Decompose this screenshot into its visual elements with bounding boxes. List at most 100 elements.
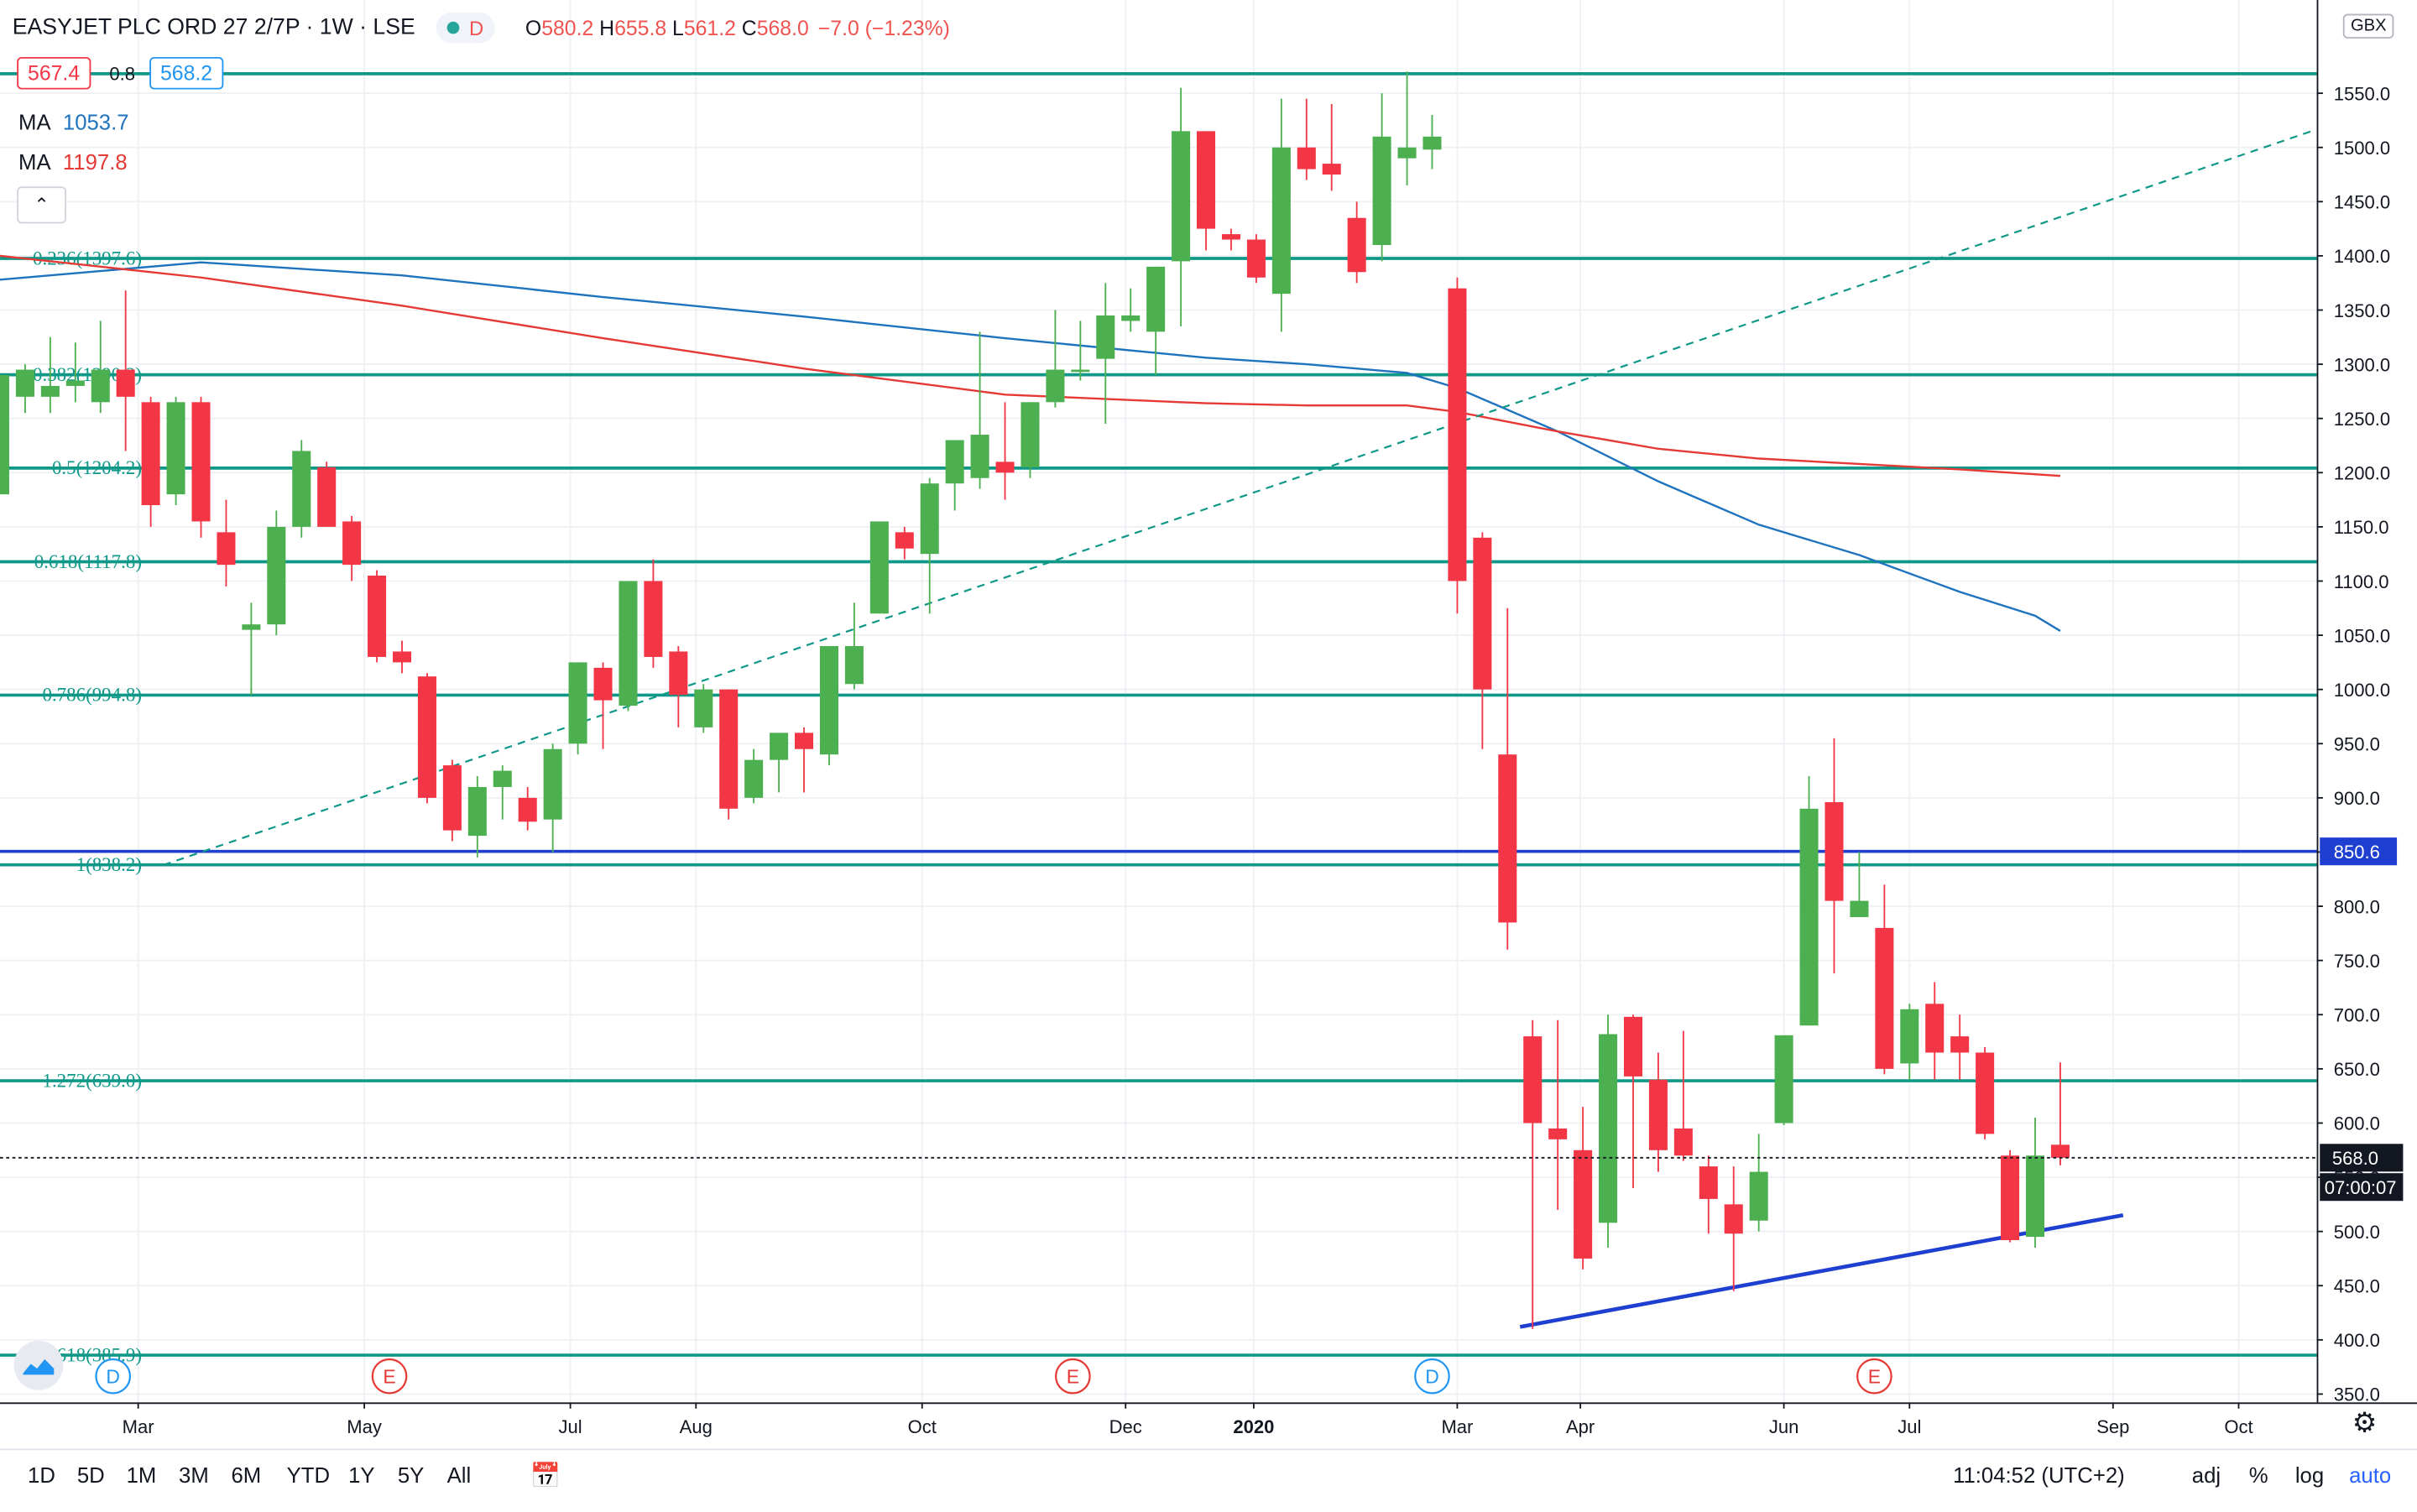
candle-up[interactable]	[1121, 315, 1141, 321]
candle-down[interactable]	[1976, 1052, 1995, 1134]
candle-up[interactable]	[1172, 131, 1191, 262]
candle-up[interactable]	[744, 759, 764, 798]
candle-up[interactable]	[65, 380, 85, 386]
period-button-ytd[interactable]: YTD	[286, 1462, 331, 1488]
period-button-1d[interactable]: 1D	[28, 1462, 55, 1488]
candle-up[interactable]	[242, 624, 261, 630]
candle-up[interactable]	[1071, 369, 1090, 373]
percent-scale-toggle[interactable]: %	[2248, 1462, 2268, 1488]
candle-up[interactable]	[1799, 808, 1819, 1026]
candle-up[interactable]	[1397, 147, 1417, 159]
candle-up[interactable]	[1423, 136, 1442, 150]
candle-up[interactable]	[568, 662, 587, 744]
candle-up[interactable]	[1850, 900, 1869, 917]
symbol-title[interactable]: EASYJET PLC ORD 27 2/7P · 1W · LSE	[12, 15, 415, 40]
candle-down[interactable]	[593, 667, 613, 701]
collapse-legend-button[interactable]: ⌃	[17, 186, 66, 224]
candle-down[interactable]	[1623, 1016, 1643, 1077]
candle-up[interactable]	[493, 770, 512, 787]
period-button-3m[interactable]: 3M	[179, 1462, 209, 1488]
candle-up[interactable]	[1900, 1009, 1919, 1064]
calendar-range-icon[interactable]: 📅	[530, 1463, 561, 1491]
candle-down[interactable]	[1498, 754, 1517, 923]
candle-down[interactable]	[669, 651, 688, 696]
candle-up[interactable]	[292, 451, 311, 527]
candle-up[interactable]	[15, 369, 34, 397]
candle-down[interactable]	[417, 676, 436, 798]
candle-down[interactable]	[2001, 1155, 2020, 1240]
candle-up[interactable]	[467, 786, 487, 837]
candle-down[interactable]	[1548, 1128, 1568, 1139]
candle-down[interactable]	[1824, 802, 1844, 901]
candle-down[interactable]	[1221, 234, 1240, 240]
candle-up[interactable]	[869, 521, 889, 614]
candle-down[interactable]	[368, 576, 387, 657]
candle-down[interactable]	[141, 402, 160, 506]
candle-up[interactable]	[1021, 402, 1040, 467]
period-button-6m[interactable]: 6M	[231, 1462, 262, 1488]
candle-up[interactable]	[1372, 136, 1391, 245]
candle-down[interactable]	[1724, 1204, 1743, 1234]
period-button-1m[interactable]: 1M	[126, 1462, 157, 1488]
candle-up[interactable]	[770, 733, 789, 760]
ma-legend-slow[interactable]: MA 1197.8	[18, 149, 128, 174]
candle-up[interactable]	[0, 375, 10, 495]
candle-down[interactable]	[1246, 239, 1266, 278]
candle-down[interactable]	[1347, 217, 1366, 273]
adj-toggle[interactable]: adj	[2191, 1462, 2221, 1488]
candle-down[interactable]	[1699, 1166, 1718, 1199]
candle-down[interactable]	[1197, 131, 1216, 229]
candle-up[interactable]	[1046, 369, 1065, 403]
candle-down[interactable]	[1673, 1128, 1693, 1156]
earnings-marker[interactable]	[371, 1358, 408, 1395]
candle-down[interactable]	[1448, 288, 1467, 581]
candle-down[interactable]	[1875, 927, 1894, 1069]
candle-down[interactable]	[392, 651, 412, 663]
candle-up[interactable]	[1774, 1035, 1793, 1124]
clock-time[interactable]: 11:04:52 (UTC+2)	[1953, 1462, 2125, 1488]
candle-up[interactable]	[166, 402, 185, 495]
candle-down[interactable]	[442, 765, 462, 831]
period-button-5y[interactable]: 5Y	[397, 1462, 425, 1488]
candle-up[interactable]	[619, 581, 638, 706]
candle-up[interactable]	[694, 689, 713, 727]
candle-up[interactable]	[920, 483, 939, 555]
ask-button[interactable]: 568.2	[149, 56, 223, 90]
candle-down[interactable]	[217, 532, 236, 566]
delay-badge[interactable]: D	[436, 12, 495, 44]
candle-up[interactable]	[2025, 1155, 2045, 1238]
period-button-5d[interactable]: 5D	[76, 1462, 105, 1488]
dashed-trend-line[interactable]	[163, 130, 2312, 867]
candle-down[interactable]	[1523, 1036, 1543, 1124]
candle-down[interactable]	[116, 369, 135, 397]
support-trend-line[interactable]	[1519, 1213, 2124, 1329]
candle-up[interactable]	[945, 440, 964, 484]
ma-legend-fast[interactable]: MA 1053.7	[18, 109, 129, 133]
settings-gear-icon[interactable]: ⚙	[2352, 1406, 2378, 1438]
candle-down[interactable]	[1950, 1036, 1970, 1053]
candle-down[interactable]	[1648, 1079, 1668, 1150]
earnings-marker[interactable]	[1856, 1358, 1892, 1395]
candle-up[interactable]	[267, 526, 286, 625]
earnings-marker[interactable]	[1055, 1358, 1091, 1395]
period-button-all[interactable]: All	[446, 1462, 472, 1488]
candle-up[interactable]	[1749, 1171, 1768, 1221]
candle-down[interactable]	[1473, 537, 1492, 690]
candle-down[interactable]	[795, 733, 814, 749]
candle-down[interactable]	[1297, 147, 1316, 169]
candle-up[interactable]	[1146, 266, 1166, 332]
candle-up[interactable]	[1096, 315, 1115, 359]
candle-up[interactable]	[819, 646, 838, 755]
candle-up[interactable]	[91, 369, 110, 403]
tradingview-logo-icon[interactable]	[13, 1340, 64, 1390]
candle-down[interactable]	[2050, 1144, 2070, 1158]
candle-down[interactable]	[1925, 1004, 1945, 1053]
dividend-marker[interactable]	[1414, 1358, 1450, 1395]
candle-down[interactable]	[1574, 1150, 1593, 1259]
candle-down[interactable]	[342, 521, 362, 566]
candle-up[interactable]	[543, 748, 562, 820]
currency-badge[interactable]: GBX	[2342, 13, 2394, 39]
log-scale-toggle[interactable]: log	[2294, 1462, 2325, 1488]
bid-button[interactable]: 567.4	[17, 56, 91, 90]
